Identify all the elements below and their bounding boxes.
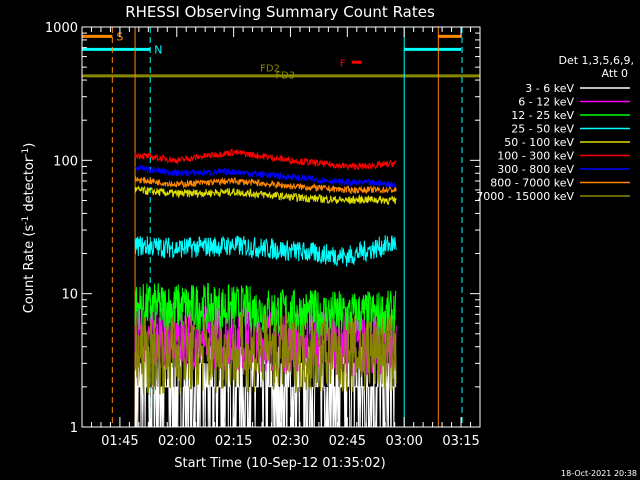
legend-label: 3 - 6 keV [525, 82, 574, 95]
flag-label-n: N [154, 43, 162, 56]
y-tick-label: 10 [61, 288, 78, 303]
legend-header-attenuator: Att 0 [602, 67, 628, 80]
x-axis-label: Start Time (10-Sep-12 01:35:02) [174, 456, 385, 471]
x-tick-label: 02:00 [158, 434, 195, 449]
plot-area: SNFFD2FD3 [82, 27, 480, 428]
event-label-f: F [340, 59, 346, 70]
series-line [134, 313, 397, 395]
event-marker-f [351, 60, 362, 64]
y-tick-label: 1 [70, 421, 78, 436]
y-axis-label: Count Rate (s-1 detector-1) [21, 143, 37, 314]
legend-header-detectors: Det 1,3,5,6,9, [558, 54, 634, 67]
series-line [135, 164, 397, 189]
legend-label: 800 - 7000 keV [490, 177, 574, 190]
series-line [134, 176, 397, 195]
x-tick-label: 01:45 [101, 434, 138, 449]
x-tick-label: 02:45 [329, 434, 366, 449]
legend-label: 300 - 800 keV [497, 163, 574, 176]
event-label-fd2: FD2 [260, 64, 280, 75]
series-line [134, 282, 397, 339]
event-label-fd3: FD3 [275, 71, 295, 82]
x-tick-label: 02:15 [215, 434, 252, 449]
legend-label: 50 - 100 keV [504, 136, 574, 149]
series-line [134, 147, 397, 171]
y-tick-label: 100 [53, 154, 78, 169]
y-tick-label: 1000 [45, 21, 78, 36]
legend-label: 25 - 50 keV [511, 123, 574, 136]
x-tick-label: 03:15 [442, 434, 479, 449]
x-tick-label: 02:30 [272, 434, 309, 449]
legend-label: 7000 - 15000 keV [476, 190, 574, 203]
legend-label: 12 - 25 keV [511, 109, 574, 122]
legend-label: 6 - 12 keV [518, 96, 574, 109]
series-line [134, 184, 397, 206]
series-line [134, 235, 397, 267]
axes: 1 10 100 1000 01:45 02:00 02:15 02:30 02:45 03:00… [45, 21, 481, 449]
footer-timestamp: 18-Oct-2021 20:38 [561, 469, 637, 478]
chart-title: RHESSI Observing Summary Count Rates [125, 3, 435, 21]
x-tick-label: 03:00 [385, 434, 422, 449]
legend-label: 100 - 300 keV [497, 150, 574, 163]
